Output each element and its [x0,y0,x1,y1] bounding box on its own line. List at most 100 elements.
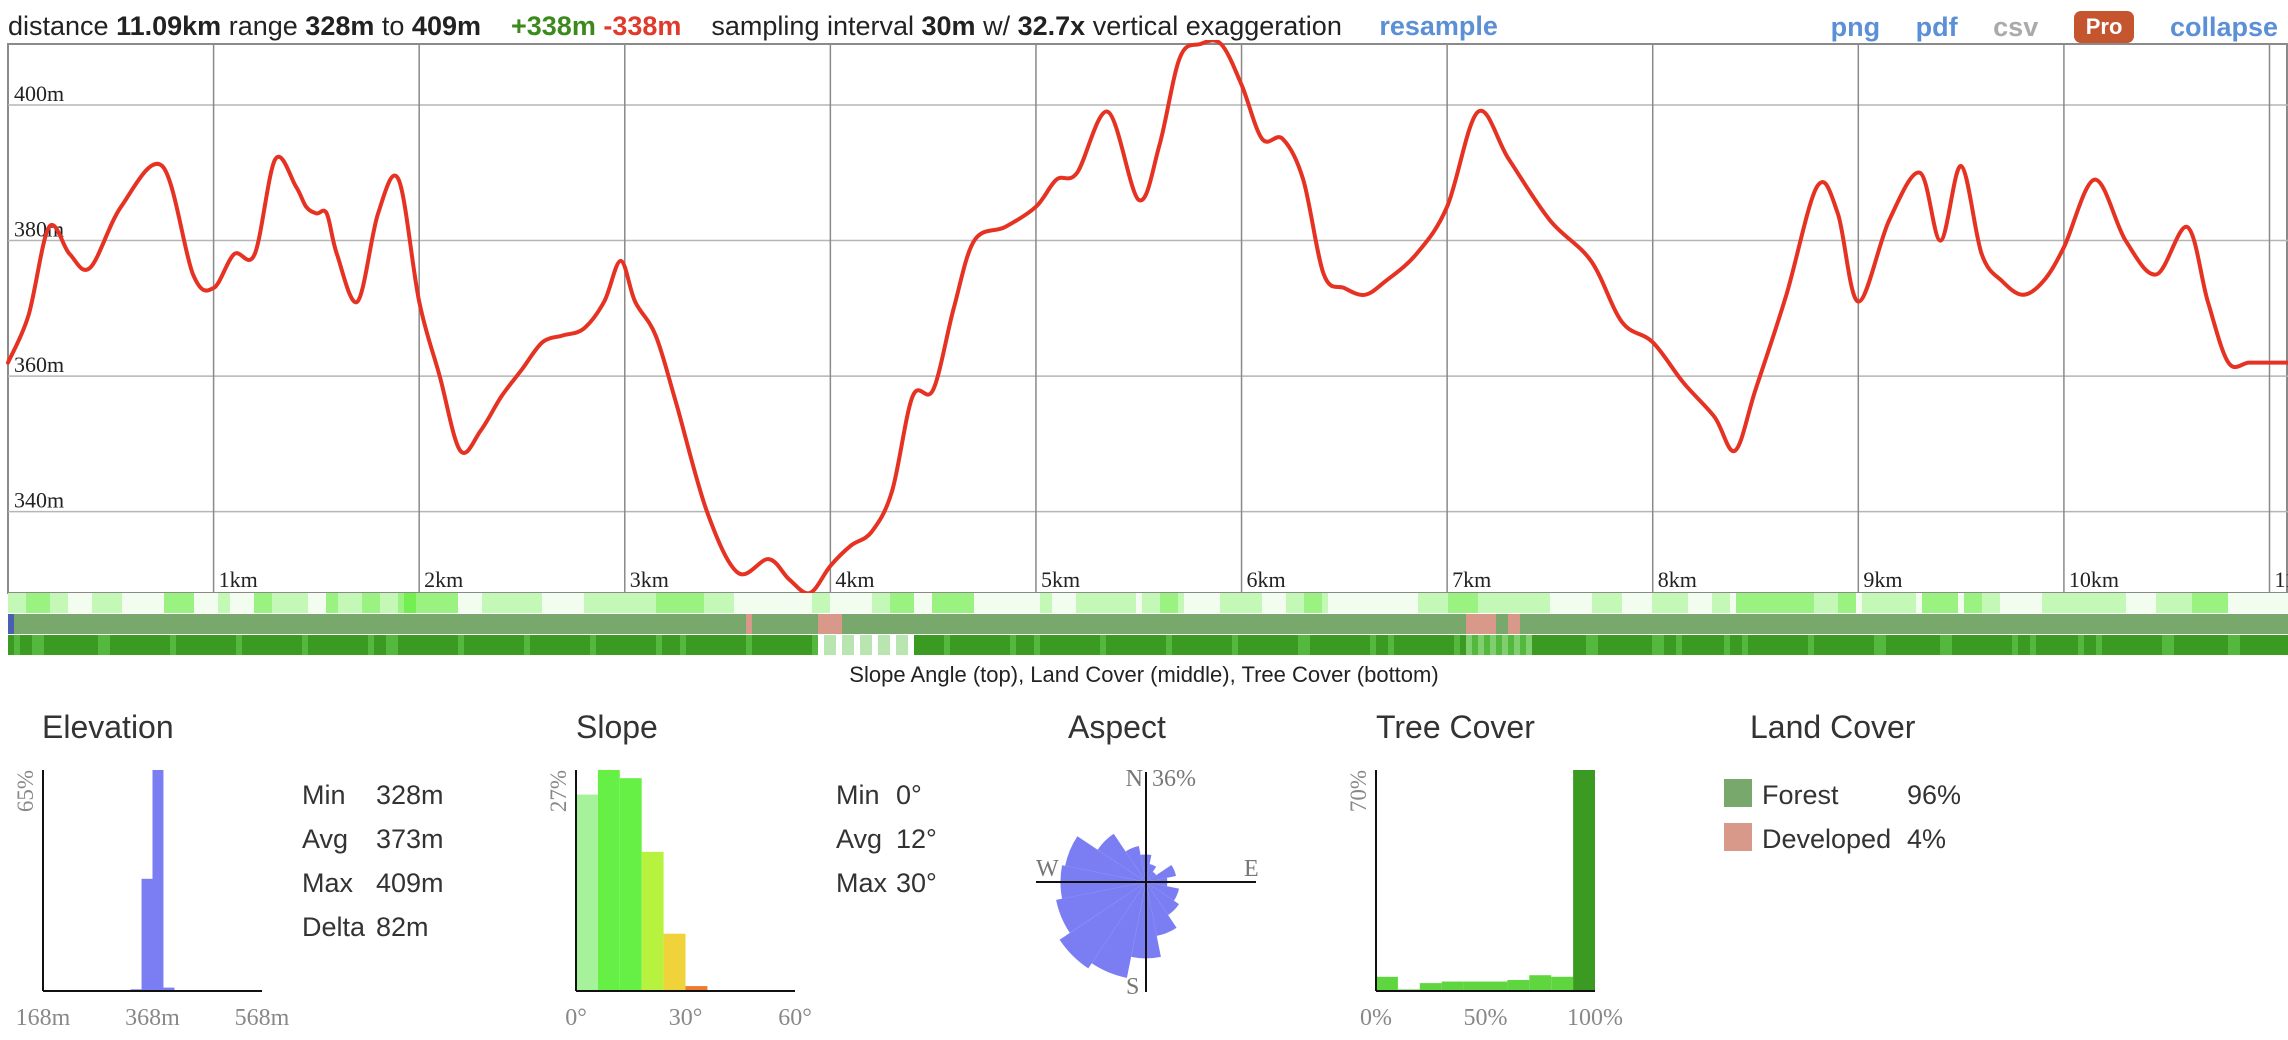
hist-y-max-label: 65% [13,770,38,812]
distance-label: distance [8,11,109,41]
slope-segment [1862,593,1869,613]
aspect-panel: Aspect N 36% E S W [1036,709,1259,1000]
land-cover-segment [1166,614,1173,634]
land-cover-segment [260,614,267,634]
tree-cover-segment [302,635,309,655]
slope-segment [1778,593,1785,613]
tree-cover-segment [764,635,771,655]
tree-cover-segment [92,635,99,655]
tree-cover-segment [2114,635,2121,655]
tree-cover-segment [212,635,219,655]
tree-cover-segment [140,635,147,655]
land-cover-segment [590,614,597,634]
png-export-link[interactable]: png [1830,12,1881,42]
tree-cover-segment [548,635,555,655]
slope-segment [104,593,111,613]
tree-cover-segment [1484,635,1491,655]
slope-segment [1100,593,1107,613]
tree-cover-segment [686,635,693,655]
land-cover-segment [2072,614,2079,634]
tree-cover-segment [1550,635,1557,655]
land-cover-segment [230,614,237,634]
slope-segment [1088,593,1095,613]
tree-cover-segment [1760,635,1767,655]
land-cover-segment [14,614,21,634]
slope-segment [2060,593,2067,613]
tree-cover-segment [698,635,705,655]
collapse-link[interactable]: collapse [2169,12,2278,42]
tree-cover-segment [1262,635,1269,655]
tree-cover-segment [1772,635,1779,655]
slope-segment [944,593,951,613]
slope-segment [122,593,129,613]
slope-segment [2168,593,2175,613]
land-cover-segment [656,614,663,634]
slope-segment [566,593,573,613]
slope-segment [26,593,33,613]
tree-cover-segment [2216,635,2223,655]
slope-segment [866,593,873,613]
land-cover-segment [494,614,501,634]
land-cover-segment [242,614,249,634]
slope-segment [1424,593,1431,613]
tree-cover-segment [1526,635,1533,655]
slope-segment [1430,593,1437,613]
tree-cover-segment [554,635,561,655]
land-cover-segment [614,614,621,634]
tree-cover-segment [1916,635,1923,655]
land-cover-segment [1052,614,1059,634]
tree-cover-segment [2210,635,2217,655]
land-cover-segment [1598,614,1605,634]
tree-cover-segment [296,635,303,655]
land-cover-segment [254,614,261,634]
land-cover-segment [302,614,309,634]
x-tick-label: 10km [2069,567,2119,592]
slope-segment [1820,593,1827,613]
pro-badge-button[interactable]: Pro [2073,11,2135,43]
slope-segment [746,593,753,613]
histogram-bar [1573,770,1595,991]
tree-cover-segment [356,635,363,655]
tree-cover-segment [608,635,615,655]
land-cover-label: Developed [1762,824,1891,854]
tree-cover-segment [908,635,915,655]
slope-segment [2072,593,2079,613]
slope-segment [638,593,645,613]
land-cover-segment [1076,614,1083,634]
land-cover-segment [1508,614,1515,634]
pdf-export-link[interactable]: pdf [1915,12,1958,42]
tree-cover-segment [812,635,819,655]
slope-segment [1898,593,1905,613]
tree-cover-segment [1244,635,1251,655]
tree-cover-segment [158,635,165,655]
slope-segment [722,593,729,613]
tree-cover-segment [1496,635,1503,655]
land-cover-segment [770,614,777,634]
slope-segment [50,593,57,613]
csv-export-link[interactable]: csv [1993,12,2039,42]
resample-link[interactable]: resample [1379,11,1498,41]
slope-segment [266,593,273,613]
land-cover-segment [584,614,591,634]
slope-segment [14,593,21,613]
exaggeration-value: 32.7x [1017,11,1086,41]
slope-segment [1382,593,1389,613]
tree-cover-segment [362,635,369,655]
land-cover-segment [998,614,1005,634]
slope-segment [1034,593,1041,613]
land-cover-segment [1988,614,1995,634]
profile-grid [7,43,2288,594]
tree-cover-segment [1646,635,1653,655]
land-cover-segment [1688,614,1695,634]
land-cover-panel: Land Cover Forest 96% Developed 4% [1724,709,1961,854]
slope-segment [2222,593,2229,613]
tree-cover-segment [1418,635,1425,655]
land-cover-segment [386,614,393,634]
land-cover-segment [1334,614,1341,634]
tree-cover-segment [1754,635,1761,655]
slope-segment [1658,593,1665,613]
tree-cover-segment [80,635,87,655]
slope-histogram: 27% 0° 30° 60° [546,770,812,1031]
land-cover-segment [218,614,225,634]
